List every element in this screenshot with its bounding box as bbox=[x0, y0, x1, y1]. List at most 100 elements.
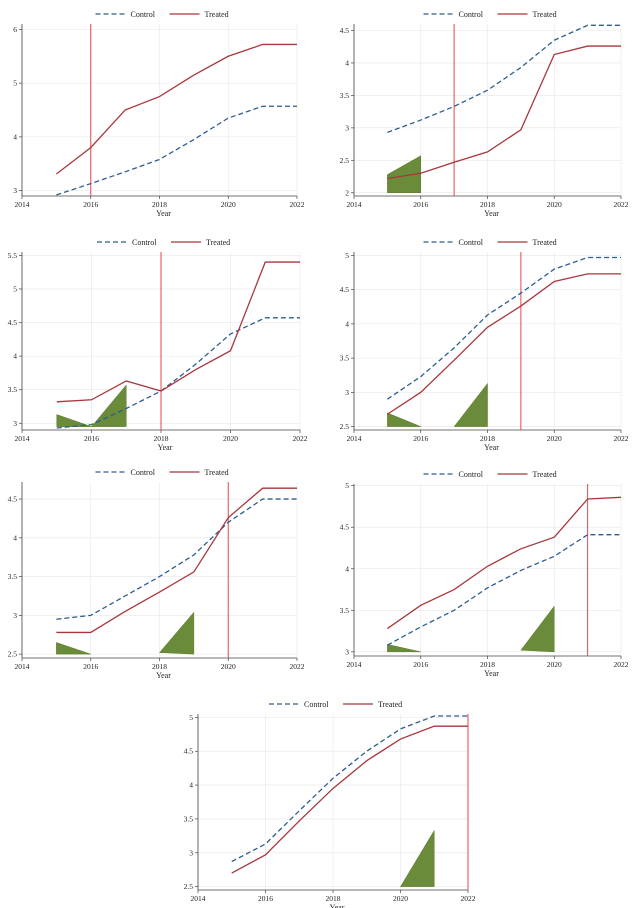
y-tick-label: 2 bbox=[345, 188, 349, 197]
series-line-control bbox=[387, 256, 621, 400]
legend-label-control: Control bbox=[132, 238, 157, 247]
series-line-control bbox=[387, 534, 621, 646]
x-tick-label: 2014 bbox=[15, 662, 30, 671]
y-tick-label: 4 bbox=[345, 319, 349, 328]
y-tick-label: 3 bbox=[345, 123, 349, 132]
legend-label-control: Control bbox=[459, 238, 484, 247]
y-tick-label: 3 bbox=[345, 647, 349, 656]
x-tick-label: 2016 bbox=[413, 434, 428, 443]
x-tick-label: 2020 bbox=[393, 894, 408, 903]
x-tick-label: 2016 bbox=[83, 662, 98, 671]
y-tick-label: 3.5 bbox=[340, 606, 350, 615]
series-line-treated bbox=[56, 261, 300, 403]
y-tick-label: 2.5 bbox=[184, 882, 194, 891]
y-tick-label: 4.5 bbox=[8, 495, 18, 504]
x-tick-label: 2016 bbox=[83, 200, 98, 209]
y-tick-label: 4.5 bbox=[340, 523, 350, 532]
x-tick-label: 2022 bbox=[461, 894, 476, 903]
x-tick-label: 2020 bbox=[221, 200, 236, 209]
series-line-control bbox=[231, 715, 468, 863]
shaded-area bbox=[387, 412, 421, 427]
x-tick-label: 2014 bbox=[347, 660, 362, 669]
chart-panel-4: 2.5 3 3.5 4 4.5 5 2014 2016 2018 2020 2022 Year Cont… bbox=[340, 238, 629, 452]
series-line-treated bbox=[387, 496, 622, 630]
legend-label-control: Control bbox=[131, 468, 156, 477]
x-tick-label: 2020 bbox=[221, 662, 236, 671]
y-tick-label: 5 bbox=[345, 251, 349, 260]
x-tick-label: 2016 bbox=[84, 434, 99, 443]
x-tick-label: 2014 bbox=[15, 434, 30, 443]
legend-label-treated: Treated bbox=[533, 238, 557, 247]
series-line-treated bbox=[231, 725, 468, 874]
chart-panel-5: 2.5 3 3.5 4 4.5 2014 2016 2018 2020 2022 Year Contr… bbox=[8, 468, 305, 680]
y-tick-label: 6 bbox=[13, 25, 17, 34]
y-tick-label: 4.5 bbox=[184, 747, 194, 756]
y-tick-label: 4.5 bbox=[340, 26, 350, 35]
y-tick-label: 4 bbox=[13, 533, 17, 542]
series-line-treated bbox=[387, 273, 621, 415]
x-tick-label: 2020 bbox=[547, 200, 562, 209]
series-line-treated bbox=[56, 487, 297, 634]
x-tick-label: 2016 bbox=[258, 894, 273, 903]
series-line-control bbox=[56, 105, 297, 196]
x-tick-label: 2014 bbox=[191, 894, 206, 903]
y-tick-label: 4 bbox=[189, 781, 193, 790]
y-tick-label: 4 bbox=[13, 352, 17, 361]
series-line-treated bbox=[55, 43, 297, 175]
x-axis-label: Year bbox=[156, 209, 171, 218]
x-axis-label: Year bbox=[156, 671, 171, 680]
x-tick-label: 2014 bbox=[15, 200, 30, 209]
x-tick-label: 2022 bbox=[290, 662, 305, 671]
legend-label-treated: Treated bbox=[533, 470, 557, 479]
shaded-area bbox=[90, 384, 127, 427]
shaded-area bbox=[158, 611, 195, 655]
legend-label-control: Control bbox=[459, 10, 484, 19]
x-tick-label: 2018 bbox=[480, 200, 495, 209]
y-tick-label: 3.5 bbox=[184, 814, 194, 823]
x-tick-label: 2022 bbox=[614, 660, 629, 669]
x-tick-label: 2018 bbox=[480, 434, 495, 443]
y-tick-label: 3 bbox=[13, 419, 17, 428]
x-tick-label: 2022 bbox=[293, 434, 308, 443]
x-axis-label: Year bbox=[158, 443, 173, 452]
y-tick-label: 3 bbox=[189, 848, 193, 857]
x-axis-label: Year bbox=[484, 443, 499, 452]
chart-panel-3: 3 3.5 4 4.5 5 5.5 2014 2016 2018 2020 2022 Year Cont… bbox=[8, 238, 308, 452]
x-tick-label: 2022 bbox=[290, 200, 305, 209]
y-tick-label: 3.5 bbox=[340, 91, 350, 100]
series-line-control bbox=[56, 317, 300, 429]
shaded-area bbox=[387, 155, 421, 194]
y-tick-label: 4.5 bbox=[340, 285, 350, 294]
shaded-area bbox=[56, 414, 92, 427]
shaded-area bbox=[400, 829, 435, 887]
y-tick-label: 3 bbox=[13, 611, 17, 620]
shaded-area bbox=[453, 382, 488, 427]
legend-label-treated: Treated bbox=[206, 238, 230, 247]
x-tick-label: 2018 bbox=[326, 894, 341, 903]
y-tick-label: 5 bbox=[13, 79, 17, 88]
x-axis-label: Year bbox=[330, 903, 345, 908]
legend-label-treated: Treated bbox=[378, 700, 402, 709]
shaded-area bbox=[387, 644, 421, 653]
y-tick-label: 5 bbox=[189, 713, 193, 722]
x-tick-label: 2018 bbox=[152, 662, 167, 671]
x-tick-label: 2018 bbox=[154, 434, 169, 443]
y-tick-label: 4 bbox=[13, 132, 17, 141]
chart-panel-6: 3 3.5 4 4.5 5 2014 2016 2018 2020 2022 Year Control… bbox=[340, 470, 629, 678]
x-tick-label: 2020 bbox=[547, 660, 562, 669]
legend-label-control: Control bbox=[131, 10, 156, 19]
x-tick-label: 2014 bbox=[347, 200, 362, 209]
y-tick-label: 4 bbox=[345, 564, 349, 573]
y-tick-label: 5 bbox=[345, 481, 349, 490]
legend-label-control: Control bbox=[459, 470, 484, 479]
chart-panel-2: 2 2.5 3 3.5 4 4.5 2014 2016 2018 2020 2022 Year Cont… bbox=[340, 10, 629, 218]
chart-panel-1: 3 4 5 6 2014 2016 2018 2020 2022 Year Control Treat… bbox=[13, 10, 305, 218]
y-tick-label: 2.5 bbox=[8, 650, 18, 659]
x-tick-label: 2020 bbox=[547, 434, 562, 443]
y-tick-label: 3.5 bbox=[8, 385, 18, 394]
legend-label-control: Control bbox=[304, 700, 329, 709]
y-tick-label: 3 bbox=[13, 186, 17, 195]
series-line-control bbox=[387, 24, 621, 134]
x-tick-label: 2018 bbox=[480, 660, 495, 669]
